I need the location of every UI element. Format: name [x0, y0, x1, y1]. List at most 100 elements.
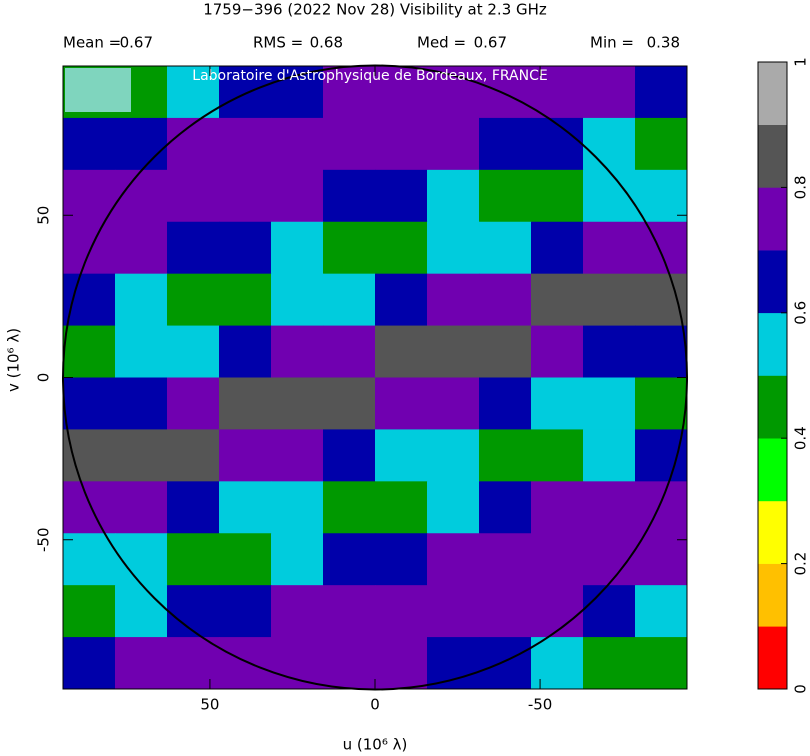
heatmap-cell [375, 637, 428, 690]
heatmap-cell [583, 117, 636, 171]
heatmap-cell [271, 377, 324, 430]
heatmap-cell [219, 221, 272, 275]
heatmap-cell [323, 169, 376, 223]
heatmap-cell [115, 429, 168, 482]
heatmap-cell [63, 429, 116, 482]
y-tick-label: 50 [35, 206, 53, 225]
x-axis-label: u (10⁶ λ) [343, 736, 408, 754]
heatmap-cell [375, 429, 428, 482]
heatmap-cell [219, 325, 272, 378]
heatmap-cell [115, 325, 168, 378]
heatmap-cell [323, 66, 376, 119]
heatmap-cell [219, 66, 272, 119]
colorbar-segment [758, 62, 787, 125]
heatmap-cell [167, 117, 220, 171]
heatmap-cell [115, 221, 168, 275]
heatmap-cell [375, 481, 428, 534]
heatmap-cell [635, 221, 688, 275]
heatmap-cell [167, 481, 220, 534]
heatmap-cell [375, 273, 428, 327]
heatmap-cell [583, 221, 636, 275]
heatmap-cell [219, 429, 272, 482]
heatmap-cell [583, 481, 636, 534]
heatmap-cell [531, 221, 584, 275]
y-axis-label: v (10⁶ λ) [5, 328, 23, 392]
heatmap-cell [375, 377, 428, 430]
heatmap-cell [635, 117, 688, 171]
heatmap-cell [323, 377, 376, 430]
heatmap-cell [479, 533, 532, 586]
heatmap-cell [635, 325, 688, 378]
heatmap-cell [479, 325, 532, 378]
heatmap-cell [427, 325, 480, 378]
heatmap-cell [167, 429, 220, 482]
heatmap-cell [63, 273, 116, 327]
heatmap-cell [323, 637, 376, 690]
heatmap-cell [323, 481, 376, 534]
stat-label: RMS = [253, 34, 303, 52]
logo [65, 68, 131, 112]
heatmap-cell [271, 429, 324, 482]
heatmap-cell [167, 585, 220, 638]
heatmap-cell [167, 637, 220, 690]
heatmap-cell [63, 325, 116, 378]
heatmap-cell [427, 117, 480, 171]
heatmap-cell [427, 429, 480, 482]
stat-value: 0.67 [474, 34, 507, 52]
stat-value: 0.68 [310, 34, 343, 52]
heatmap-cell [479, 169, 532, 223]
heatmap-cell [479, 66, 532, 119]
heatmap-cell [271, 117, 324, 171]
heatmap-cell [427, 585, 480, 638]
heatmap-cell [63, 117, 116, 171]
colorbar-segment [758, 500, 787, 564]
heatmap-cell [635, 481, 688, 534]
heatmap-cell [583, 533, 636, 586]
heatmap-cell [583, 66, 636, 119]
heatmap-cell [323, 585, 376, 638]
heatmap-cell [583, 637, 636, 690]
heatmap-cell [635, 377, 688, 430]
heatmap-cell [167, 273, 220, 327]
heatmap-cell [271, 637, 324, 690]
heatmap-cell [427, 377, 480, 430]
heatmap-cell [219, 481, 272, 534]
heatmap-cell [531, 169, 584, 223]
heatmap-cell [479, 585, 532, 638]
heatmap-cell [531, 117, 584, 171]
colorbar-segment [758, 312, 787, 376]
heatmap-cell [115, 533, 168, 586]
colorbar-tick-label: 0.6 [792, 301, 810, 325]
colorbar-tick-label: 1 [792, 57, 810, 67]
heatmap-cell [635, 273, 688, 327]
heatmap-cell [323, 533, 376, 586]
heatmap-cell [635, 66, 688, 119]
colorbar-tick-label: 0 [792, 684, 810, 694]
colorbar-segment [758, 438, 787, 502]
heatmap-cell [635, 637, 688, 690]
heatmap-cell [531, 325, 584, 378]
heatmap-cell [583, 325, 636, 378]
colorbar-segment [758, 626, 787, 690]
heatmap-cell [219, 585, 272, 638]
heatmap-cell [375, 169, 428, 223]
x-tick-label: -50 [528, 696, 553, 714]
chart-title: 1759−396 (2022 Nov 28) Visibility at 2.3… [203, 1, 547, 19]
heatmap-cell [479, 481, 532, 534]
heatmap-cell [115, 637, 168, 690]
heatmap-cell [635, 429, 688, 482]
y-tick-label: -50 [35, 527, 53, 552]
heatmap-cell [583, 585, 636, 638]
heatmap-cell [271, 533, 324, 586]
heatmap-cell [323, 221, 376, 275]
heatmap-cell [427, 273, 480, 327]
heatmap-cell [167, 221, 220, 275]
heatmap-cell [271, 325, 324, 378]
heatmap-cell [323, 273, 376, 327]
heatmap-cell [115, 273, 168, 327]
heatmap-cell [531, 481, 584, 534]
heatmap-cell [583, 377, 636, 430]
colorbar-frame [757, 61, 788, 690]
heatmap-cell [375, 325, 428, 378]
heatmap-cell [323, 429, 376, 482]
